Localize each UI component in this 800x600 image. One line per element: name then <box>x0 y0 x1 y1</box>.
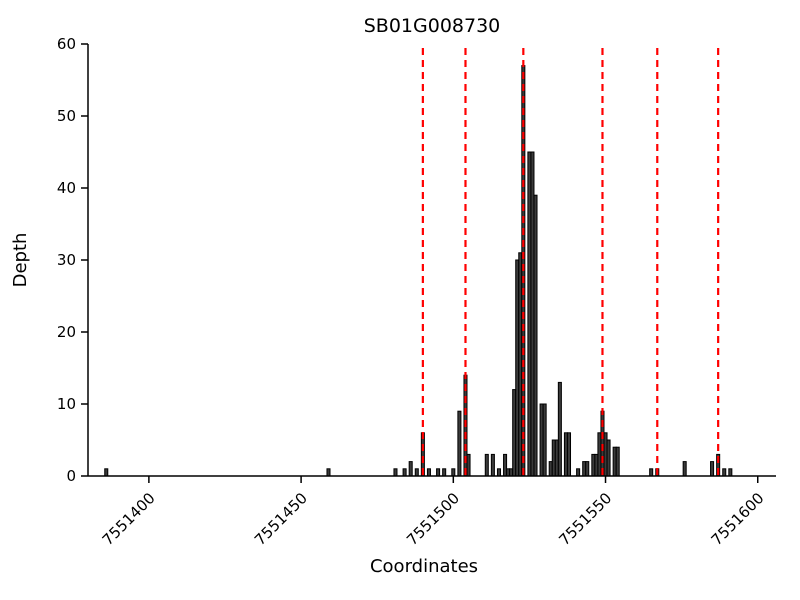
chart-title: SB01G008730 <box>364 15 501 37</box>
depth-bar <box>484 453 489 477</box>
depth-bar <box>606 439 611 477</box>
x-tick-label: 7551400 <box>99 489 159 549</box>
depth-bar <box>710 461 715 477</box>
y-tick-label: 10 <box>57 395 76 413</box>
y-tick-label: 0 <box>66 467 76 485</box>
depth-bar <box>728 468 733 477</box>
depth-bar <box>649 468 654 477</box>
x-tick-label: 7551450 <box>251 489 311 549</box>
depth-bar <box>104 468 109 477</box>
y-tick-label: 40 <box>57 179 76 197</box>
x-tick-label: 7551600 <box>708 489 768 549</box>
depth-bar <box>326 468 331 477</box>
y-tick-label: 20 <box>57 323 76 341</box>
depth-bar <box>533 194 538 477</box>
y-axis-label: Depth <box>10 233 31 288</box>
depth-bar <box>576 468 581 477</box>
plot-area: 0 10 20 30 40 50 60 7551400 7551450 7551500 755155… <box>57 35 776 549</box>
depth-bar <box>393 468 398 477</box>
depth-bar <box>414 468 419 477</box>
depth-bar <box>557 381 562 477</box>
x-axis-label: Coordinates <box>370 556 478 577</box>
depth-bar <box>682 461 687 477</box>
depth-bar <box>615 446 620 477</box>
y-tick-label: 30 <box>57 251 76 269</box>
y-tick-label: 50 <box>57 107 76 125</box>
depth-bar <box>451 468 456 477</box>
depth-bar <box>436 468 441 477</box>
depth-bar <box>490 453 495 477</box>
y-tick-label: 60 <box>57 35 76 53</box>
depth-bar <box>585 461 590 477</box>
depth-bar <box>722 468 727 477</box>
x-tick-label: 7551500 <box>403 489 463 549</box>
x-tick-label: 7551550 <box>555 489 615 549</box>
depth-bar <box>426 468 431 477</box>
depth-bar <box>496 468 501 477</box>
depth-bar <box>457 410 462 477</box>
depth-bar <box>566 432 572 477</box>
depth-bar <box>442 468 447 477</box>
depth-bar <box>408 461 413 477</box>
depth-bar <box>542 403 547 477</box>
depth-bar <box>402 468 407 477</box>
depth-bar <box>466 453 471 477</box>
